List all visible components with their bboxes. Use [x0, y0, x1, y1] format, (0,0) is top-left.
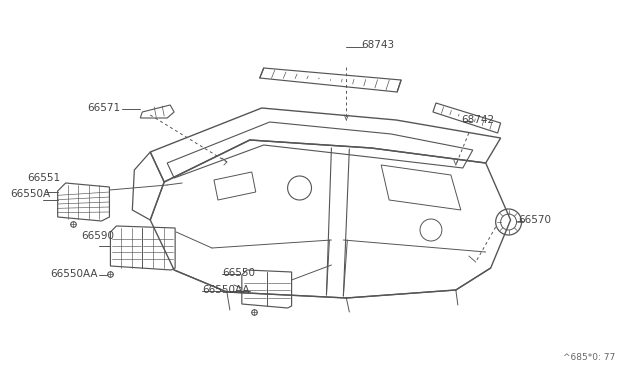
Text: 66590: 66590 [81, 231, 115, 241]
Text: 66550: 66550 [222, 268, 255, 278]
Text: 66550AA: 66550AA [202, 285, 250, 295]
Text: 66570: 66570 [518, 215, 552, 225]
Text: 68743: 68743 [361, 40, 394, 50]
Text: 66550A: 66550A [11, 189, 51, 199]
Text: 66571: 66571 [87, 103, 120, 113]
Text: ^685*0: 77: ^685*0: 77 [563, 353, 615, 362]
Text: 66550AA: 66550AA [50, 269, 97, 279]
Text: 68742: 68742 [461, 115, 494, 125]
Text: 66551: 66551 [28, 173, 61, 183]
